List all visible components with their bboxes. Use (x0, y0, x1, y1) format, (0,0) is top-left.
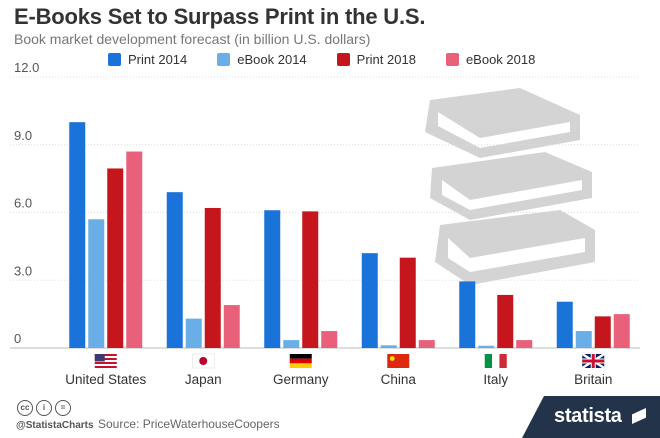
bar (283, 340, 300, 348)
us-flag-icon (94, 360, 117, 362)
x-category-label: Japan (185, 372, 222, 387)
license-icons: cc i = (17, 400, 71, 416)
books-stack-icon (425, 88, 595, 285)
bar (361, 253, 378, 348)
us-flag-icon (94, 358, 117, 360)
legend-swatch (217, 52, 231, 66)
bar (613, 314, 630, 348)
bar (418, 340, 435, 348)
legend-swatch (445, 52, 459, 66)
x-category-label: Britain (574, 372, 612, 387)
y-tick-label: 9.0 (14, 128, 32, 143)
book-middle (430, 152, 592, 220)
italy-flag-icon (484, 354, 493, 368)
bar (556, 301, 573, 348)
bar (478, 345, 495, 348)
germany-flag-icon (289, 354, 312, 359)
bar (223, 305, 240, 348)
legend-label: Print 2014 (128, 51, 188, 67)
legend-swatch (336, 52, 350, 66)
y-tick-label: 0 (14, 331, 21, 346)
source-note: Source: PriceWaterhouseCoopers (98, 417, 280, 431)
y-tick-label: 12.0 (14, 60, 39, 75)
statista-logo[interactable]: statista (522, 396, 660, 438)
bar-chart: 0 3.0 6.0 9.0 12.0 United States Japan Germany C… (10, 60, 640, 387)
book-top (425, 88, 580, 158)
bar (107, 168, 124, 348)
y-tick-label: 3.0 (14, 263, 32, 278)
legend-swatch (108, 52, 121, 66)
y-tick-label: 6.0 (14, 196, 32, 211)
us-flag-icon (94, 366, 117, 368)
cc-icon: cc (17, 400, 33, 416)
legend-label: Print 2018 (356, 51, 416, 67)
attribution-icon: i (36, 400, 52, 416)
x-category-label: Italy (483, 372, 508, 387)
bar (126, 151, 143, 348)
bar (516, 340, 533, 348)
bar (594, 316, 611, 348)
bar (321, 331, 338, 348)
chart-title: E-Books Set to Surpass Print in the U.S. (14, 4, 426, 29)
bar (302, 211, 319, 348)
bar (399, 257, 416, 348)
legend-item: Print 2018 (336, 51, 416, 67)
x-category-label: United States (65, 372, 146, 387)
bar (459, 281, 476, 348)
brand-name: statista (554, 405, 622, 427)
bar (166, 192, 183, 348)
italy-flag-icon (499, 354, 507, 368)
us-flag-icon (94, 354, 105, 362)
x-category-label: China (381, 372, 417, 387)
bar (575, 331, 592, 348)
bar (264, 210, 281, 348)
us-flag-icon (94, 362, 117, 364)
social-handle: @StatistaCharts (16, 420, 94, 431)
bar (185, 318, 202, 348)
no-derivatives-icon: = (55, 400, 71, 416)
japan-flag-icon (199, 357, 208, 365)
legend-label: eBook 2014 (237, 51, 307, 67)
legend: Print 2014 eBook 2014 Print 2018 eBook 2018 (108, 50, 565, 68)
china-flag-icon (387, 354, 410, 368)
chart-subtitle: Book market development forecast (in bil… (14, 31, 371, 47)
britain-flag-icon (582, 359, 605, 363)
footer: cc i = @StatistaCharts Source: PriceWate… (0, 396, 660, 438)
x-category-label: Germany (273, 372, 329, 387)
bar (497, 294, 514, 348)
legend-label: eBook 2018 (465, 51, 536, 67)
us-flag-icon (94, 356, 117, 358)
bar (69, 122, 86, 349)
bar (204, 207, 221, 348)
bar (380, 345, 397, 348)
legend-item: Print 2014 (108, 52, 187, 67)
legend-item: eBook 2018 (445, 51, 536, 67)
us-flag-icon (94, 354, 117, 356)
germany-flag-icon (289, 358, 312, 364)
us-flag-icon (94, 364, 117, 366)
statista-mark-icon (632, 408, 646, 424)
legend-item: eBook 2014 (217, 51, 307, 67)
bar (88, 219, 105, 348)
book-bottom (435, 210, 595, 285)
germany-flag-icon (289, 363, 312, 368)
china-flag-icon (389, 356, 395, 361)
italy-flag-icon (492, 354, 500, 368)
